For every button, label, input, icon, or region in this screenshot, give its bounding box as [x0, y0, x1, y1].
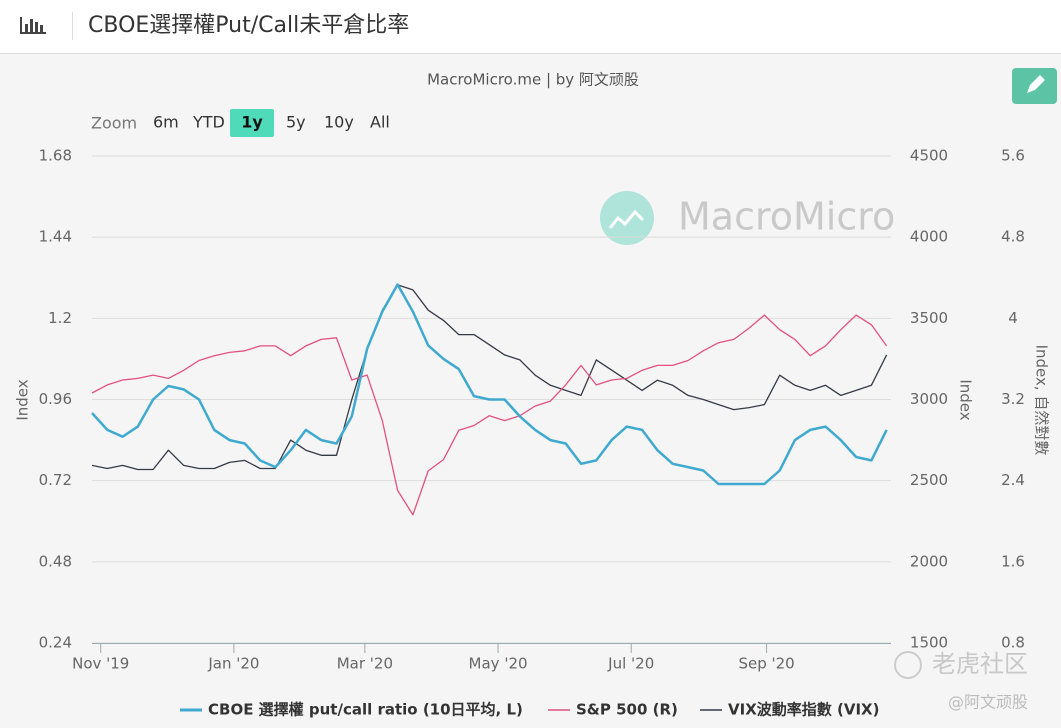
- y2-tick-label: 4500: [910, 147, 948, 165]
- zoom-button[interactable]: YTD: [192, 113, 225, 132]
- chart-subtitle: MacroMicro.me | by 阿文顽股: [427, 71, 639, 89]
- watermark-logo-mark: [608, 209, 645, 229]
- y-tick-label: 1.44: [39, 228, 72, 246]
- series-line: [91, 284, 888, 471]
- series-line: [91, 283, 888, 486]
- y3-tick-label: 4.8: [1001, 228, 1025, 246]
- zoom-button[interactable]: All: [370, 113, 390, 132]
- zoom-button[interactable]: 1y: [241, 113, 263, 132]
- zoom-label: Zoom: [91, 114, 137, 133]
- series-line: [91, 314, 888, 516]
- y3-tick-label: 0.8: [1001, 634, 1025, 652]
- chart-background: [0, 54, 1061, 728]
- legend-label[interactable]: S&P 500 (R): [576, 701, 678, 719]
- y2-tick-label: 2000: [910, 552, 948, 570]
- x-tick-label: Mar '20: [337, 655, 393, 673]
- y-tick-label: 0.72: [39, 471, 72, 489]
- x-tick-label: Jan '20: [207, 655, 259, 673]
- zoom-button[interactable]: 6m: [153, 113, 179, 132]
- y3-tick-label: 4: [1008, 309, 1018, 327]
- y3-axis-title: Index, 自然對數: [1033, 345, 1051, 456]
- legend-label[interactable]: CBOE 選擇權 put/call ratio (10日平均, L): [208, 701, 523, 719]
- footer-logo: [894, 651, 922, 679]
- x-tick-label: Sep '20: [738, 655, 794, 673]
- x-tick-label: May '20: [469, 655, 528, 673]
- y3-tick-label: 1.6: [1001, 552, 1025, 570]
- x-tick-label: Nov '19: [72, 655, 129, 673]
- zoom-button[interactable]: 10y: [324, 113, 354, 132]
- y2-tick-label: 1500: [910, 634, 948, 652]
- y2-tick-label: 4000: [910, 228, 948, 246]
- header-title: CBOE選擇權Put/Call未平倉比率: [88, 13, 409, 38]
- zoom-button-selected[interactable]: [230, 109, 274, 137]
- watermark: MacroMicro: [678, 195, 895, 239]
- y3-tick-label: 2.4: [1001, 471, 1025, 489]
- x-tick-label: Jul '20: [607, 655, 654, 673]
- y2-tick-label: 3500: [910, 309, 948, 327]
- header-icon: [20, 17, 46, 34]
- legend-label[interactable]: VIX波動率指數 (VIX): [728, 701, 879, 719]
- y2-axis-title: Index: [957, 379, 975, 420]
- zoom-button[interactable]: 5y: [286, 113, 306, 132]
- y-tick-label: 0.48: [39, 552, 72, 570]
- watermark-logo: [600, 191, 654, 245]
- y-tick-label: 0.24: [39, 634, 72, 652]
- y3-tick-label: 5.6: [1001, 147, 1025, 165]
- y2-tick-label: 3000: [910, 390, 948, 408]
- y2-tick-label: 2500: [910, 471, 948, 489]
- y-tick-label: 1.68: [39, 147, 72, 165]
- y-axis-title: Index: [14, 379, 32, 420]
- y-tick-label: 0.96: [39, 390, 72, 408]
- footer-brand: 老虎社区: [932, 650, 1028, 678]
- header-bar: [0, 0, 1061, 54]
- edit-icon: [1027, 75, 1045, 93]
- footer-author: @阿文顽股: [948, 693, 1028, 712]
- y3-tick-label: 3.2: [1001, 390, 1025, 408]
- y-tick-label: 1.2: [48, 309, 72, 327]
